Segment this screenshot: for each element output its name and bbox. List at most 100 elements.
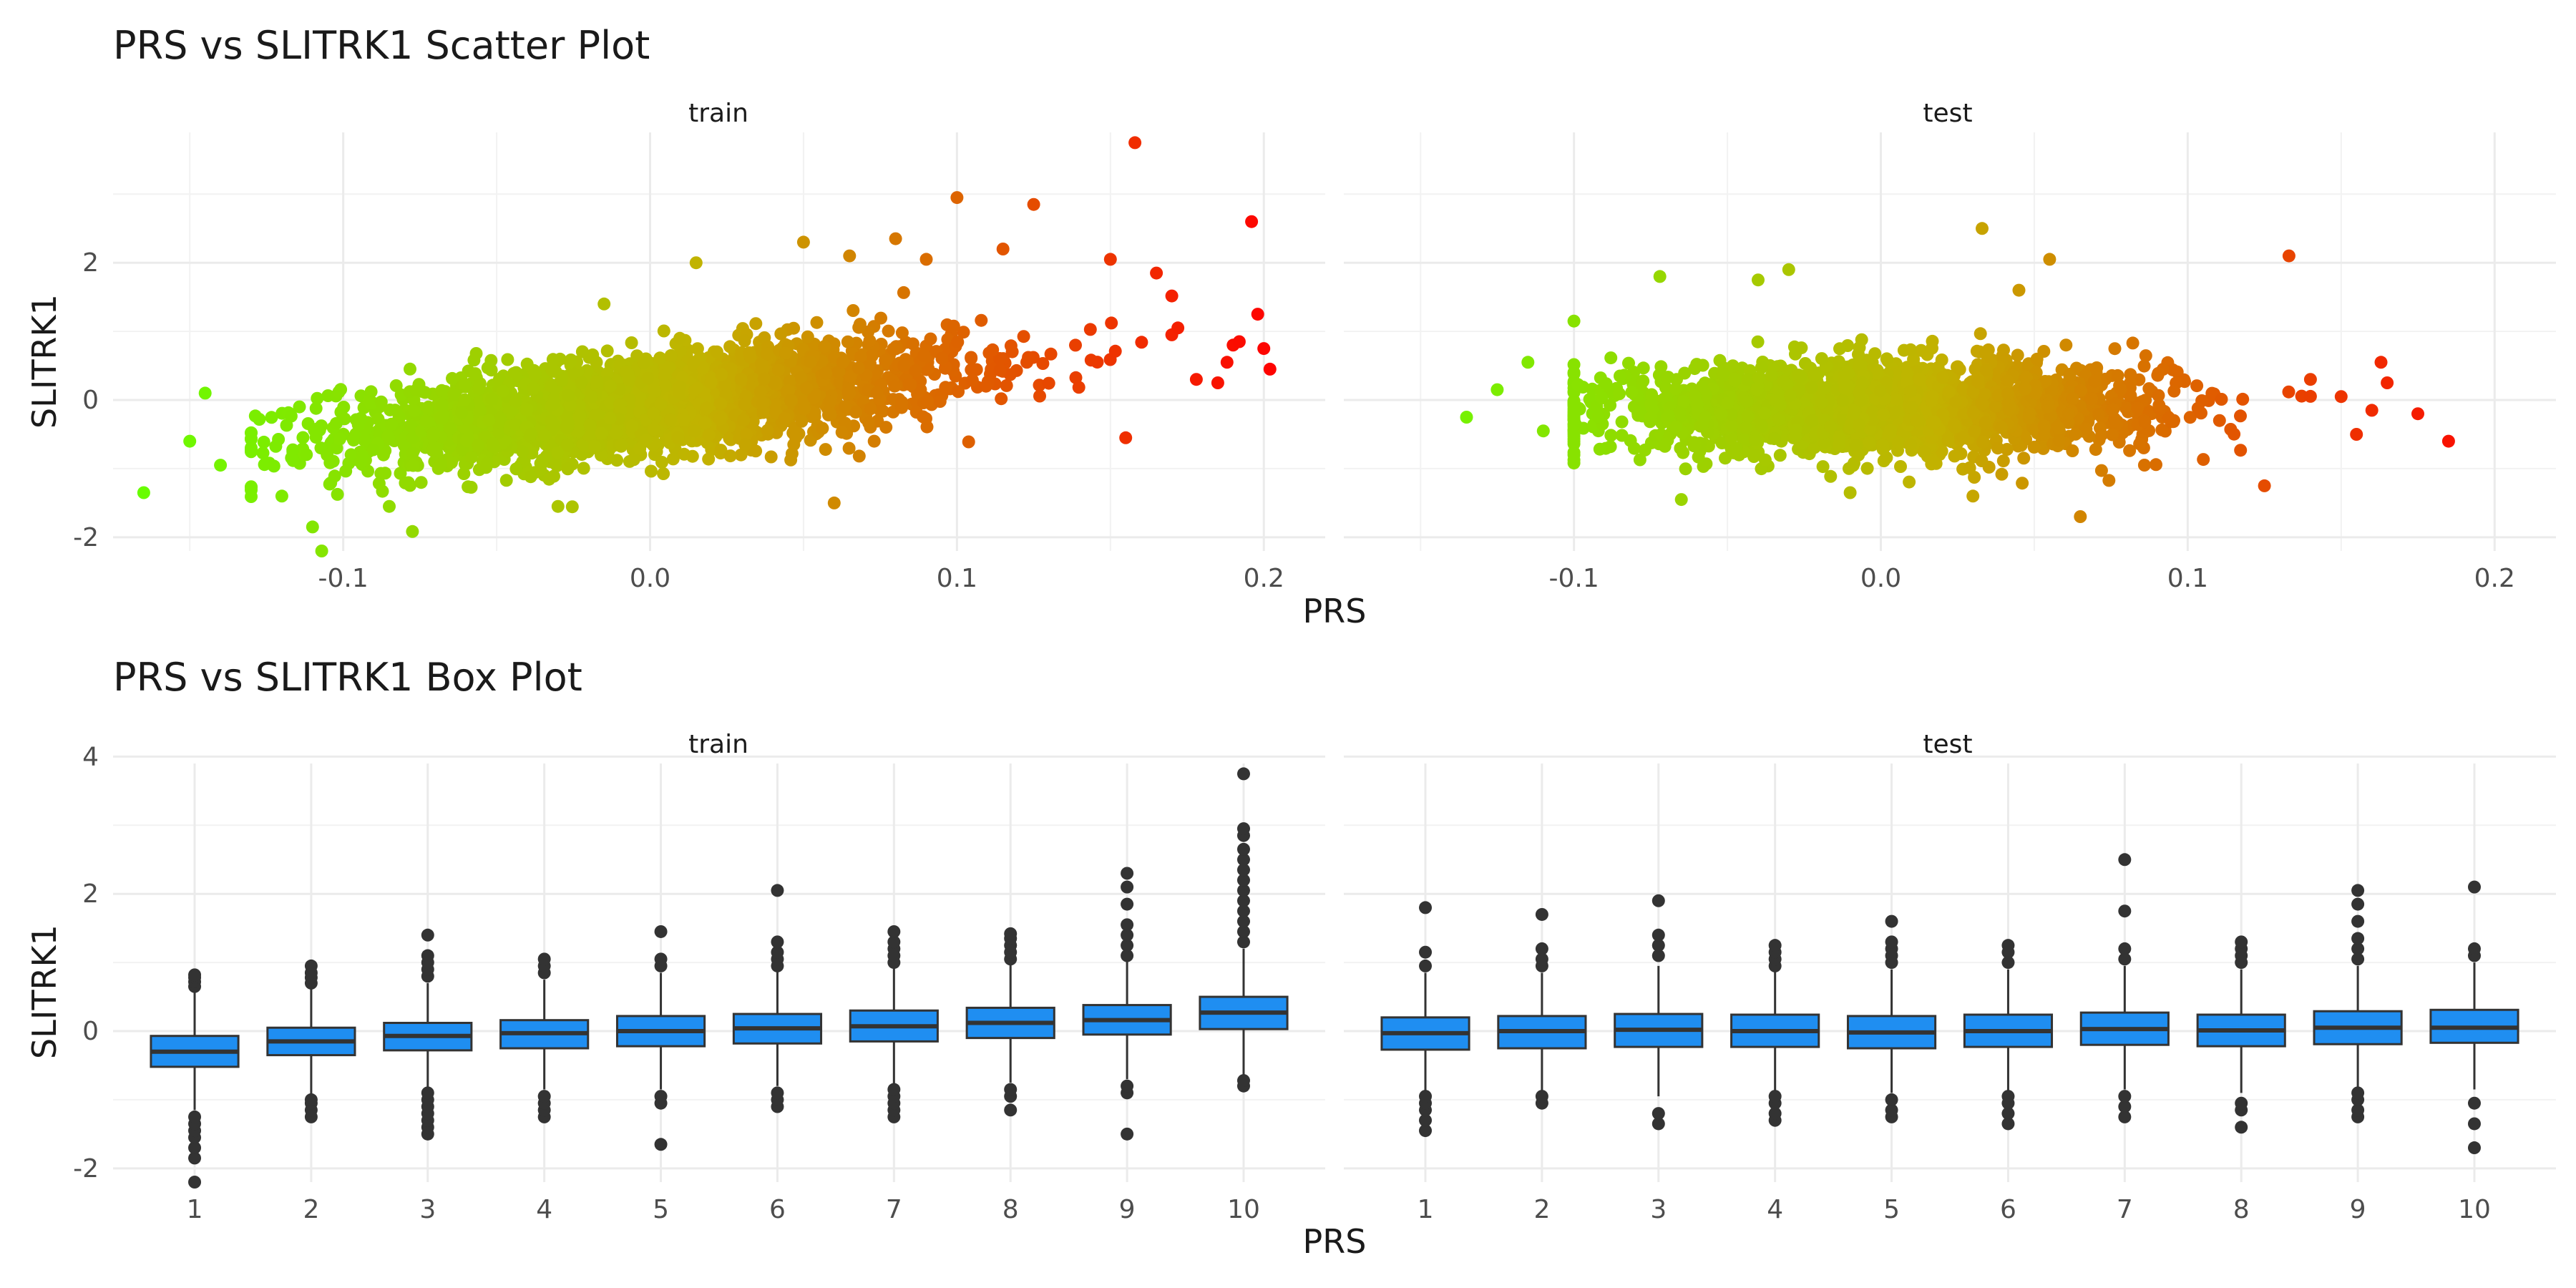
scatter-point (2029, 379, 2042, 392)
scatter-point (567, 367, 581, 380)
scatter-point (1997, 343, 2010, 357)
scatter-point (852, 361, 865, 375)
scatter-point (1928, 416, 1941, 429)
scatter-point (1567, 314, 1581, 328)
scatter-point (524, 470, 537, 484)
scatter-point (2162, 411, 2176, 425)
scatter-point (844, 369, 857, 383)
scatter-point (804, 434, 817, 447)
scatter-point (797, 402, 811, 416)
scatter-point (2089, 443, 2102, 457)
scatter-point (879, 353, 892, 367)
scatter-point (575, 345, 589, 358)
scatter-point (383, 499, 396, 513)
x-tick-label: 10 (1227, 1195, 1260, 1224)
scatter-point (1951, 360, 1964, 374)
scatter-point (1941, 434, 1955, 447)
scatter-point (296, 431, 310, 444)
scatter-point (1979, 364, 1993, 376)
scatter-point (1773, 449, 1787, 462)
scatter-point (1936, 371, 1950, 384)
box-outlier (304, 959, 318, 972)
scatter-point (1669, 382, 1682, 396)
scatter-point (485, 392, 499, 406)
scatter-point (1740, 421, 1753, 434)
scatter-point (800, 381, 814, 395)
scatter-point (935, 351, 949, 365)
scatter-point (137, 486, 150, 499)
scatter-point (734, 373, 748, 386)
scatter-point (1633, 453, 1646, 467)
scatter-point (849, 405, 862, 419)
scatter-point (1599, 377, 1613, 391)
scatter-point (774, 327, 788, 341)
scatter-point (1069, 338, 1082, 352)
scatter-point (435, 384, 449, 397)
scatter-point (590, 375, 603, 389)
scatter-point (2000, 443, 2014, 456)
scatter-point (284, 409, 298, 423)
scatter-point (2002, 403, 2016, 416)
scatter-point (1460, 411, 1473, 424)
scatter-point (1966, 385, 1980, 399)
scatter-point (710, 345, 723, 358)
scatter-point (406, 431, 419, 445)
scatter-point (723, 340, 737, 353)
scatter-point (1257, 342, 1271, 356)
scatter-point (331, 487, 344, 501)
y-tick-label: 2 (82, 879, 99, 909)
scatter-point (2411, 407, 2424, 421)
scatter-point (547, 418, 560, 431)
scatter-point (2037, 429, 2051, 442)
scatter-point (2059, 338, 2073, 352)
scatter-y-axis-title: SLITRK1 (25, 294, 64, 429)
scatter-point (950, 191, 964, 205)
scatter-point (615, 438, 628, 452)
scatter-point (666, 452, 680, 466)
box-facet-test-label: test (1923, 730, 1972, 759)
y-tick-label: 2 (82, 248, 99, 278)
scatter-point (458, 393, 472, 406)
scatter-point (702, 452, 716, 466)
scatter-point (404, 362, 416, 376)
scatter-point (1083, 323, 1097, 336)
scatter-point (939, 381, 952, 394)
scatter-point (379, 467, 392, 480)
scatter-point (2124, 368, 2137, 381)
scatter-point (198, 386, 212, 400)
scatter-point (794, 371, 808, 384)
scatter-point (1815, 396, 1828, 409)
scatter-point (2109, 418, 2123, 431)
scatter-point (2126, 336, 2140, 350)
y-tick-label: 0 (82, 1017, 99, 1046)
x-tick-label: 6 (769, 1195, 786, 1224)
box-facet-train-label: train (688, 730, 748, 759)
scatter-point (586, 348, 600, 361)
scatter-point (914, 383, 927, 396)
scatter-point (404, 420, 418, 434)
scatter-point (434, 457, 448, 471)
scatter-point (351, 418, 365, 431)
scatter-point (1567, 358, 1581, 371)
scatter-point (1727, 446, 1740, 459)
x-tick-label: 0.0 (1860, 564, 1901, 593)
scatter-point (214, 459, 228, 472)
scatter-point (824, 407, 837, 421)
scatter-point (1662, 409, 1675, 423)
scatter-point (1752, 371, 1765, 385)
scatter-point (2138, 415, 2152, 429)
scatter-point (995, 392, 1008, 406)
scatter-point (870, 386, 884, 400)
scatter-point (671, 431, 685, 444)
scatter-point (2197, 453, 2210, 467)
scatter-point (2019, 382, 2031, 396)
scatter-point (862, 416, 875, 429)
scatter-point (600, 344, 614, 358)
scatter-point (897, 358, 911, 372)
scatter-point (1976, 435, 1990, 449)
box-x-axis-title: PRS (1303, 1222, 1367, 1261)
scatter-point (842, 441, 856, 455)
scatter-point (686, 449, 699, 463)
scatter-point (1263, 362, 1277, 376)
